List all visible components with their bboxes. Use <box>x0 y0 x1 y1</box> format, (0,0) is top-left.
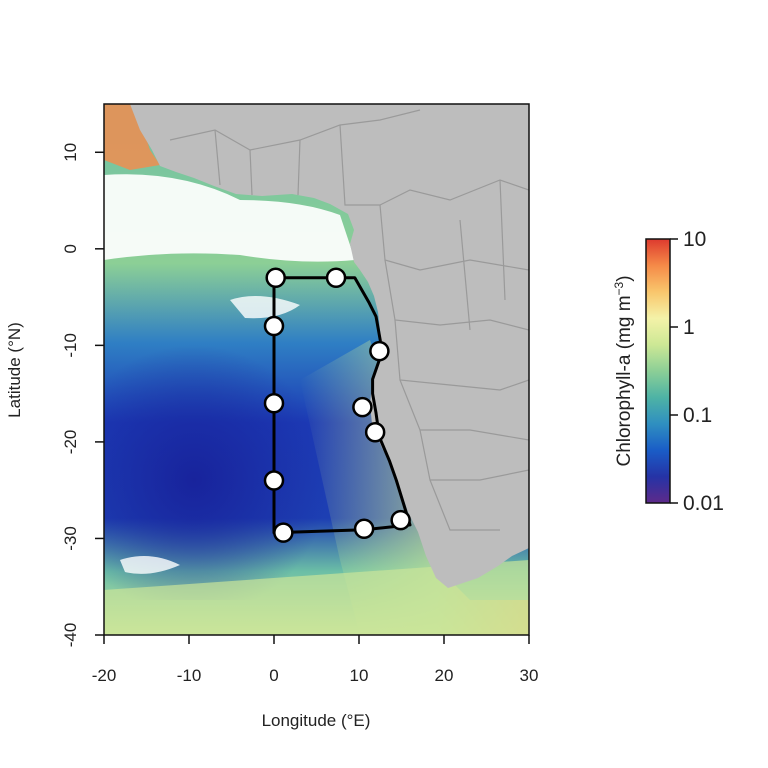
station-marker-8 <box>263 470 285 491</box>
cloud-gap-north <box>104 174 355 262</box>
station-marker-2 <box>325 267 347 289</box>
station-marker-1 <box>265 267 286 289</box>
y-tick-label: -20 <box>61 430 80 455</box>
y-tick-label: -30 <box>61 526 80 551</box>
southern-productive-band <box>104 560 529 635</box>
colorbar: 10 1 0.1 0.01 Chlorophyll-a (mg m−3) <box>612 228 724 515</box>
station-marker-6 <box>352 396 373 418</box>
x-tick-label: 20 <box>435 666 454 685</box>
y-tick-label: 0 <box>61 244 80 253</box>
africa-landmass <box>130 104 529 588</box>
y-tick-label: 10 <box>61 143 80 162</box>
x-axis: -20 -10 0 10 20 30 <box>92 635 539 685</box>
colorbar-gradient <box>645 238 671 504</box>
country-borders <box>169 109 529 531</box>
station-marker-3 <box>263 315 285 337</box>
station-marker-4 <box>369 340 390 362</box>
x-tick-label: 10 <box>350 666 369 685</box>
stations-group <box>263 267 411 543</box>
colorbar-tick-label: 0.01 <box>683 492 724 515</box>
station-marker-11 <box>353 518 375 540</box>
cruise-track-layer <box>263 267 412 543</box>
y-axis: 10 0 -10 -20 -30 -40 <box>61 143 104 647</box>
colorbar-tick-label: 1 <box>683 316 695 339</box>
colorbar-tick-label: 0.1 <box>683 404 712 427</box>
station-marker-5 <box>263 393 285 414</box>
x-tick-label: 0 <box>269 666 278 685</box>
guinea-coast-high-chl <box>104 104 160 170</box>
colorbar-ticks: 10 1 0.1 0.01 <box>670 228 724 515</box>
station-marker-7 <box>364 422 386 443</box>
station-marker-10 <box>273 522 294 543</box>
x-tick-label: 30 <box>520 666 539 685</box>
station-marker-9 <box>390 509 411 531</box>
colorbar-label: Chlorophyll-a (mg m−3) <box>612 275 635 466</box>
y-axis-label: Latitude (°N) <box>5 322 24 418</box>
x-tick-label: -20 <box>92 666 117 685</box>
y-tick-label: -40 <box>61 623 80 648</box>
plot-frame <box>103 103 530 636</box>
colorbar-tick-label: 10 <box>683 228 706 251</box>
x-tick-label: -10 <box>177 666 202 685</box>
x-axis-label: Longitude (°E) <box>262 711 371 730</box>
y-tick-label: -10 <box>61 333 80 358</box>
chlorophyll-field <box>104 104 529 635</box>
